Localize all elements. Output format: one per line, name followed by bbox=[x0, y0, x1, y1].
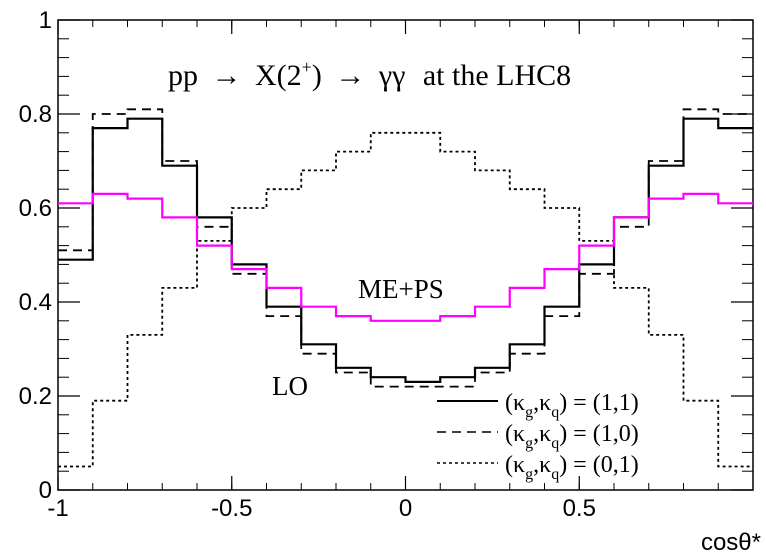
x-axis-title: cosθ* bbox=[701, 529, 761, 556]
series-line-dotted bbox=[58, 131, 753, 468]
legend: (κg,κq) = (1,1) (κg,κq) = (1,0) (κg,κq) … bbox=[437, 390, 639, 483]
y-tick-label: 0.4 bbox=[19, 289, 52, 316]
series-line-dashed bbox=[58, 108, 753, 388]
legend-label-1-1: (κg,κq) = (1,1) bbox=[505, 390, 639, 421]
y-tick-label: 0.6 bbox=[19, 195, 52, 222]
y-tick-label: 0 bbox=[39, 477, 52, 504]
y-tick-label: 1 bbox=[39, 7, 52, 34]
series-line-me-ps bbox=[58, 192, 753, 322]
y-tick-label: 0.8 bbox=[19, 101, 52, 128]
annotation-lo: LO bbox=[272, 371, 308, 401]
annotation-me-ps: ME+PS bbox=[358, 274, 444, 304]
chart-title: pp → X(2+) → γγ at the LHC8 bbox=[168, 57, 571, 92]
series-line-solid bbox=[58, 117, 753, 383]
legend-label-1-0: (κg,κq) = (1,0) bbox=[505, 421, 639, 452]
y-tick-label: 0.2 bbox=[19, 383, 52, 410]
legend-label-0-1: (κg,κq) = (0,1) bbox=[505, 452, 639, 483]
axis-ticks: -1 -0.5 0 0.5 0 0.2 0.4 0.6 0.8 1 bbox=[19, 7, 754, 522]
x-tick-label: 0.5 bbox=[563, 495, 596, 522]
series-layer bbox=[58, 108, 753, 468]
x-tick-label: 0 bbox=[399, 495, 412, 522]
x-tick-label: -1 bbox=[47, 495, 68, 522]
x-tick-label: -0.5 bbox=[211, 495, 252, 522]
